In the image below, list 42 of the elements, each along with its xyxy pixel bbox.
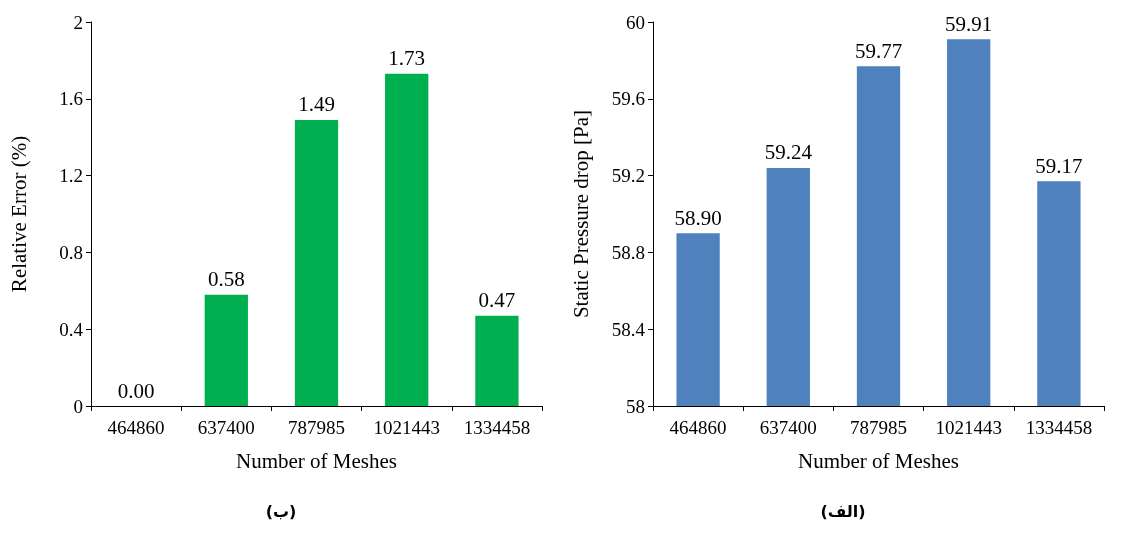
x-tick-label: 1021443 bbox=[935, 417, 1002, 438]
bar bbox=[475, 315, 519, 406]
x-tick-label: 637400 bbox=[197, 417, 255, 438]
data-label: 58.90 bbox=[674, 205, 722, 230]
y-tick-label: 58 bbox=[626, 395, 645, 417]
y-tick-label: 58.8 bbox=[611, 241, 645, 263]
y-tick-label: 0 bbox=[73, 395, 83, 417]
text: (ب) bbox=[265, 501, 297, 521]
text: (الف) bbox=[820, 501, 866, 521]
data-label: 0.00 bbox=[117, 378, 155, 403]
y-tick-label: 58.4 bbox=[611, 318, 646, 340]
bar bbox=[385, 73, 429, 406]
data-label: 59.91 bbox=[945, 11, 993, 36]
data-label: 59.77 bbox=[854, 38, 903, 63]
y-axis-title: Static Pressure drop [Pa] bbox=[568, 109, 593, 319]
y-axis-title: Relative Error (%) bbox=[6, 135, 31, 293]
data-label: 0.58 bbox=[207, 267, 245, 292]
x-axis-title: Number of Meshes bbox=[236, 448, 397, 473]
x-tick-label: 787985 bbox=[288, 417, 345, 438]
x-axis-title: Number of Meshes bbox=[798, 448, 959, 473]
y-tick-label: 0.4 bbox=[59, 318, 84, 340]
x-tick-label: 464860 bbox=[669, 417, 727, 438]
data-label: 0.47 bbox=[478, 288, 516, 313]
y-tick-label: 0.8 bbox=[59, 241, 83, 263]
data-label: 1.73 bbox=[388, 46, 426, 71]
data-label: 1.49 bbox=[298, 92, 335, 117]
data-label: 59.17 bbox=[1035, 153, 1083, 178]
y-tick-label: 1.6 bbox=[59, 88, 83, 110]
data-label: 59.24 bbox=[764, 140, 813, 165]
x-tick-label: 637400 bbox=[759, 417, 817, 438]
x-tick-label: 787985 bbox=[850, 417, 907, 438]
y-tick-label: 60 bbox=[626, 11, 645, 33]
y-tick-label: 2 bbox=[73, 11, 83, 33]
bar bbox=[294, 119, 339, 406]
y-tick-label: 59.6 bbox=[611, 88, 645, 110]
x-tick-label: 1334458 bbox=[1025, 417, 1093, 438]
x-tick-label: 1334458 bbox=[463, 417, 531, 438]
x-tick-label: 464860 bbox=[107, 417, 165, 438]
x-tick-label: 1021443 bbox=[373, 417, 440, 438]
y-tick-label: 1.2 bbox=[59, 165, 83, 187]
y-tick-label: 59.2 bbox=[611, 165, 645, 187]
bar bbox=[204, 294, 248, 406]
